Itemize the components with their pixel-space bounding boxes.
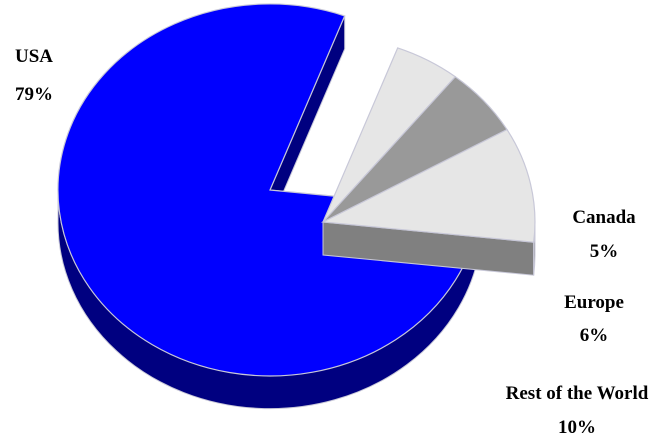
label-canada-value: 5%: [590, 241, 619, 262]
usa-slice: [57, 3, 482, 377]
label-europe-value: 6%: [580, 325, 609, 346]
label-usa-value: 79%: [15, 84, 53, 105]
label-europe-name: Europe: [564, 292, 624, 313]
label-canada-name: Canada: [572, 207, 636, 228]
pie-slices: [57, 3, 536, 410]
label-rest-name: Rest of the World: [506, 383, 649, 404]
label-rest-value: 10%: [558, 417, 596, 438]
label-usa-name: USA: [15, 46, 53, 67]
rest-of-world-slice: [320, 128, 536, 243]
